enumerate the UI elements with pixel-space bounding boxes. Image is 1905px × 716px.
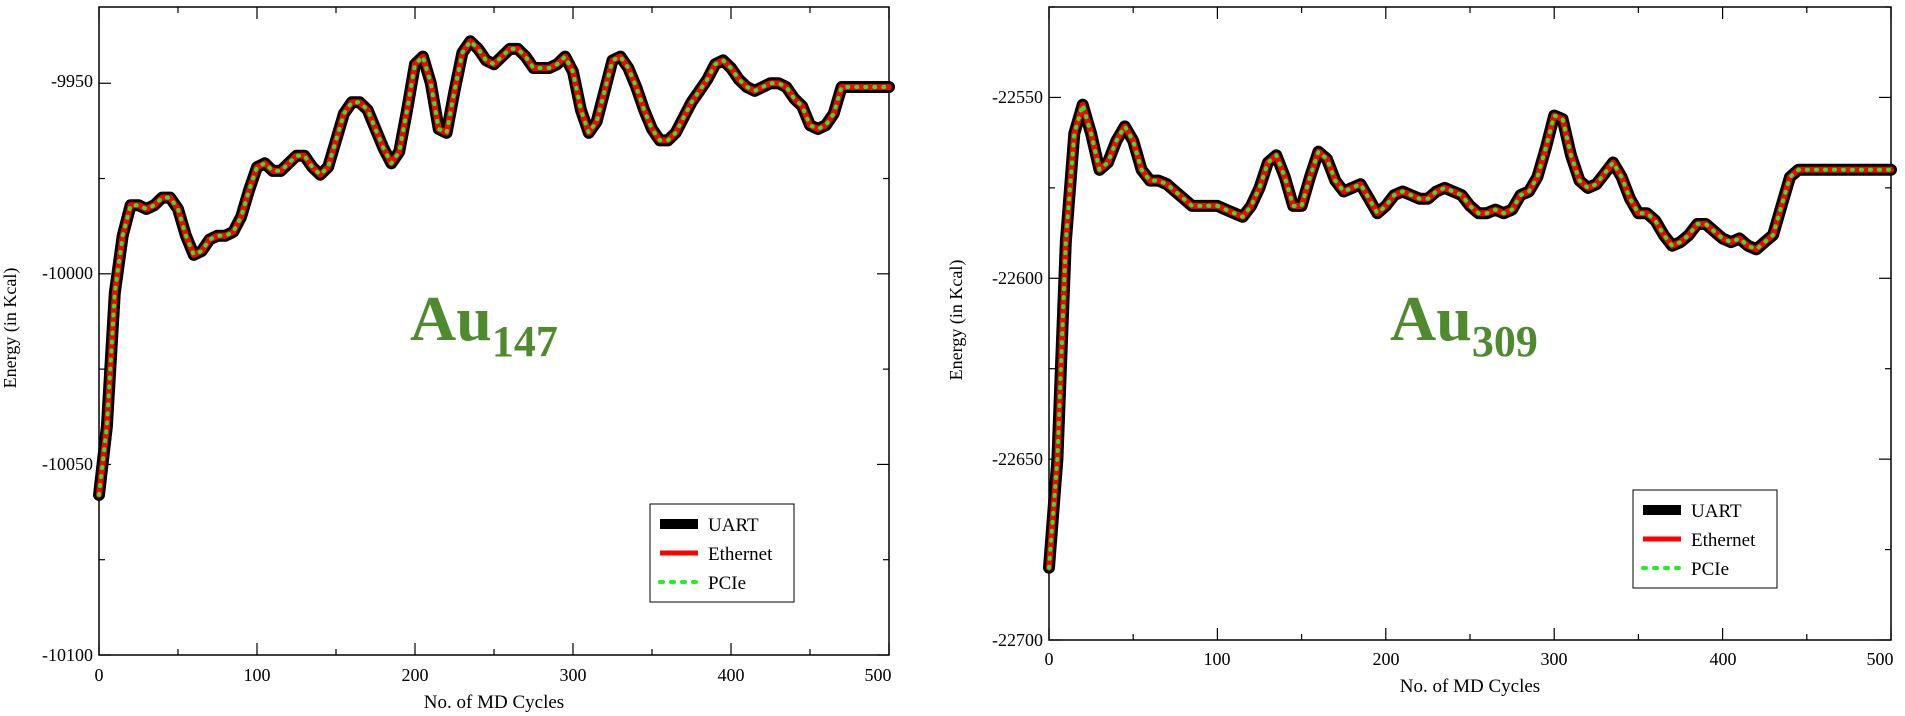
y-axis-label: Energy (in Kcal) [946, 260, 967, 381]
y-tick-label-m22700: -22700 [992, 630, 1043, 650]
legend-label-pcie: PCIe [1691, 559, 1729, 580]
legend-label-uart: UART [1691, 501, 1742, 522]
chart-au309: No. of MD Cycles Energy (in Kcal) 0 100 … [946, 6, 1897, 697]
legend-label-pcie: PCIe [708, 573, 746, 594]
y-tick-label-m10000: -10000 [42, 263, 93, 283]
legend-label-ethernet: Ethernet [708, 544, 773, 565]
legend: UART Ethernet PCIe [1632, 489, 1778, 589]
x-tick-label-100: 100 [1204, 649, 1231, 669]
y-axis-label: Energy (in Kcal) [0, 268, 21, 389]
y-tick-label-m9950: -9950 [51, 71, 93, 91]
series-lines [93, 35, 895, 501]
x-tick-label-500: 500 [865, 665, 892, 685]
x-tick-label-300: 300 [1541, 649, 1568, 669]
legend-label-uart: UART [708, 515, 759, 536]
x-tick-label-200: 200 [1373, 649, 1400, 669]
x-tick-label-0: 0 [95, 665, 104, 685]
x-tick-label-400: 400 [1710, 649, 1737, 669]
compound-label-au147: Au147 [410, 283, 558, 366]
series-lines [1043, 98, 1897, 574]
x-tick-label-100: 100 [244, 665, 271, 685]
x-tick-label-0: 0 [1045, 649, 1054, 669]
compound-label-au309: Au309 [1390, 283, 1538, 366]
legend-label-ethernet: Ethernet [1691, 530, 1756, 551]
x-tick-label-500: 500 [1867, 649, 1894, 669]
x-axis-label: No. of MD Cycles [424, 692, 564, 713]
y-tick-label-m22600: -22600 [992, 268, 1043, 288]
x-axis-label: No. of MD Cycles [1400, 676, 1540, 697]
chart-au147: No. of MD Cycles Energy (in Kcal) 0 100 … [0, 6, 895, 713]
legend: UART Ethernet PCIe [649, 503, 795, 603]
y-tick-label-m22550: -22550 [992, 87, 1043, 107]
x-tick-label-200: 200 [402, 665, 429, 685]
x-tick-label-400: 400 [718, 665, 745, 685]
x-tick-label-300: 300 [560, 665, 587, 685]
y-tick-label-m10050: -10050 [42, 454, 93, 474]
axis-ticks [98, 7, 890, 656]
y-tick-label-m22650: -22650 [992, 449, 1043, 469]
y-tick-label-m10100: -10100 [42, 645, 93, 665]
series-pcie [97, 39, 891, 497]
series-pcie [1047, 102, 1893, 570]
axis-ticks [1048, 6, 1892, 641]
